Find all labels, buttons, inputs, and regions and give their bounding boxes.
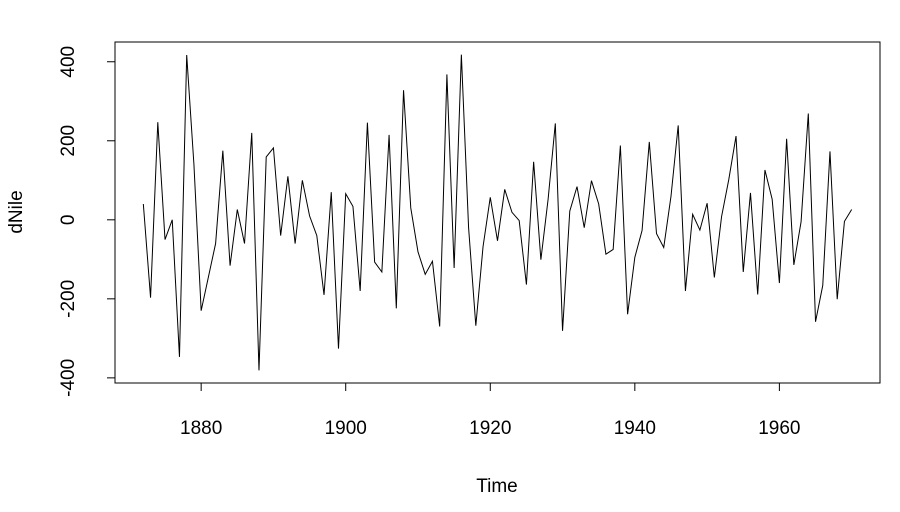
y-tick-label: 400	[58, 46, 79, 78]
y-axis-label: dNile	[6, 190, 27, 233]
y-tick-label: -200	[58, 280, 79, 318]
line	[142, 54, 853, 371]
y-tick-label: 0	[58, 215, 79, 226]
x-tick-label: 1940	[614, 418, 656, 439]
y-tick-label: 200	[58, 125, 79, 157]
x-tick-label: 1920	[469, 418, 511, 439]
x-tick-label: 1880	[180, 418, 222, 439]
x-axis-label: Time	[476, 476, 518, 497]
x-tick-label: 1960	[758, 418, 800, 439]
y-tick-label: -400	[58, 359, 79, 397]
x-tick-label: 1900	[325, 418, 367, 439]
plot-frame	[114, 41, 881, 384]
